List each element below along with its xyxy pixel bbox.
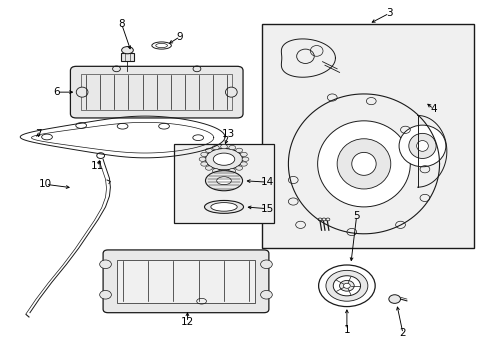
- Ellipse shape: [199, 157, 205, 161]
- Ellipse shape: [201, 152, 207, 157]
- Ellipse shape: [216, 177, 231, 185]
- Ellipse shape: [225, 87, 237, 97]
- Ellipse shape: [212, 168, 219, 173]
- Ellipse shape: [318, 265, 374, 307]
- Ellipse shape: [204, 201, 243, 213]
- Text: 3: 3: [385, 8, 392, 18]
- Ellipse shape: [408, 134, 435, 158]
- Text: 12: 12: [181, 318, 194, 327]
- Ellipse shape: [213, 153, 234, 165]
- Ellipse shape: [205, 148, 242, 170]
- Ellipse shape: [122, 46, 133, 54]
- Ellipse shape: [220, 144, 227, 149]
- Text: 6: 6: [53, 87, 60, 97]
- Ellipse shape: [317, 121, 409, 207]
- Bar: [173, 144, 273, 223]
- Ellipse shape: [210, 203, 237, 211]
- Ellipse shape: [228, 168, 235, 173]
- Text: 7: 7: [35, 130, 42, 139]
- Ellipse shape: [228, 145, 235, 150]
- Ellipse shape: [76, 87, 88, 97]
- Ellipse shape: [235, 166, 242, 170]
- Ellipse shape: [351, 152, 375, 175]
- Ellipse shape: [240, 162, 247, 166]
- Text: 10: 10: [39, 179, 52, 189]
- Ellipse shape: [158, 123, 169, 129]
- Ellipse shape: [260, 260, 272, 269]
- Bar: [81, 74, 232, 110]
- Ellipse shape: [235, 148, 242, 153]
- Ellipse shape: [205, 148, 212, 153]
- Ellipse shape: [205, 166, 212, 170]
- Ellipse shape: [41, 134, 52, 140]
- FancyBboxPatch shape: [70, 66, 243, 118]
- Ellipse shape: [220, 170, 227, 174]
- Text: 11: 11: [90, 161, 103, 171]
- Text: 14: 14: [260, 177, 273, 187]
- Ellipse shape: [260, 291, 272, 299]
- Ellipse shape: [332, 276, 360, 296]
- Ellipse shape: [240, 152, 247, 157]
- Ellipse shape: [117, 123, 128, 129]
- Ellipse shape: [388, 295, 400, 303]
- Ellipse shape: [205, 171, 242, 191]
- Ellipse shape: [201, 162, 207, 166]
- Ellipse shape: [152, 42, 171, 49]
- Ellipse shape: [242, 157, 248, 161]
- FancyBboxPatch shape: [103, 250, 268, 313]
- Ellipse shape: [100, 291, 111, 299]
- Ellipse shape: [212, 145, 219, 150]
- Text: 15: 15: [260, 204, 273, 214]
- Text: 13: 13: [222, 130, 235, 139]
- Text: 2: 2: [399, 328, 406, 338]
- Bar: [121, 53, 134, 61]
- Text: 5: 5: [353, 211, 359, 221]
- Bar: [117, 260, 255, 303]
- Ellipse shape: [325, 270, 367, 301]
- Text: 8: 8: [118, 19, 124, 29]
- Ellipse shape: [76, 123, 86, 129]
- Ellipse shape: [398, 125, 445, 167]
- Bar: [261, 24, 473, 248]
- Text: 9: 9: [177, 32, 183, 41]
- Ellipse shape: [343, 283, 349, 288]
- Ellipse shape: [339, 280, 353, 291]
- Text: 1: 1: [343, 325, 349, 335]
- Ellipse shape: [100, 260, 111, 269]
- Ellipse shape: [192, 135, 203, 140]
- Text: 4: 4: [429, 104, 436, 114]
- Ellipse shape: [336, 139, 390, 189]
- Ellipse shape: [97, 153, 104, 158]
- Ellipse shape: [416, 140, 427, 151]
